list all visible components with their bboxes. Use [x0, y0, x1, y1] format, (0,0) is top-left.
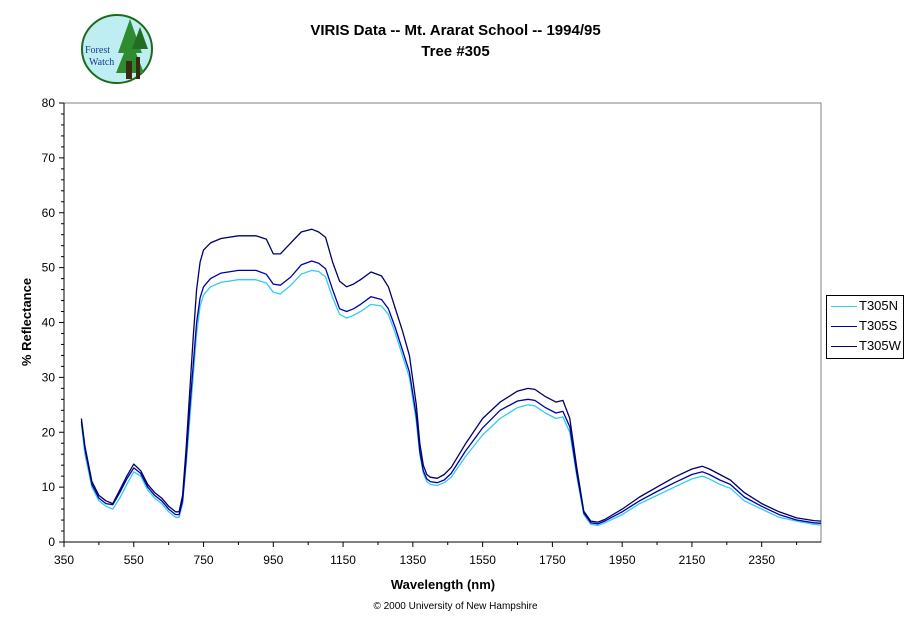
series-line-t305w	[80, 228, 822, 523]
y-tick-label: 50	[42, 261, 56, 275]
x-tick-label: 950	[263, 553, 283, 567]
series-lines	[80, 228, 822, 527]
y-tick-label: 10	[42, 480, 56, 494]
x-tick-label: 1550	[469, 553, 496, 567]
chart-legend: T305N T305S T305W	[826, 295, 904, 359]
x-tick-label: 1950	[609, 553, 636, 567]
x-axis-ticks: 350 550 750 950 1150 1350 1550 1750 1950 2150 2350	[54, 542, 798, 567]
y-tick-label: 30	[42, 370, 56, 384]
legend-swatch-t305w	[831, 346, 857, 347]
logo-text-watch: Watch	[89, 57, 114, 68]
x-tick-label: 350	[54, 553, 74, 567]
series-line-t305n	[80, 269, 822, 527]
forest-watch-logo-graphic: Forest Watch	[81, 14, 153, 84]
x-tick-label: 1350	[399, 553, 426, 567]
y-tick-label: 80	[42, 96, 56, 110]
y-tick-label: 0	[48, 535, 55, 549]
logo-text-forest: Forest	[85, 45, 110, 56]
x-axis-label: Wavelength (nm)	[391, 577, 495, 592]
copyright-footer: © 2000 University of New Hampshire	[373, 601, 538, 612]
x-tick-label: 750	[194, 553, 214, 567]
y-tick-label: 20	[42, 425, 56, 439]
y-tick-label: 70	[42, 151, 56, 165]
legend-item-t305n: T305N	[827, 297, 903, 315]
y-tick-label: 40	[42, 316, 56, 330]
legend-item-t305w: T305W	[827, 337, 903, 355]
x-tick-label: 1150	[330, 553, 356, 567]
chart-subtitle: Tree #305	[421, 43, 490, 60]
chart-title: VIRIS Data -- Mt. Ararat School -- 1994/…	[310, 22, 601, 39]
legend-label-t305w: T305W	[859, 338, 901, 353]
legend-label-t305n: T305N	[859, 298, 899, 313]
y-axis-ticks: 0 10 20 30 40 50 60 70 80	[42, 96, 64, 549]
x-tick-label: 2150	[679, 553, 706, 567]
legend-label-t305s: T305S	[859, 318, 898, 333]
y-tick-label: 60	[42, 206, 56, 220]
forest-watch-logo: Forest Watch	[80, 13, 154, 85]
legend-swatch-t305n	[831, 306, 857, 307]
x-tick-label: 1750	[539, 553, 566, 567]
series-line-t305s	[80, 260, 822, 525]
legend-swatch-t305s	[831, 326, 857, 327]
x-tick-label: 550	[124, 553, 144, 567]
x-tick-label: 2350	[748, 553, 775, 567]
y-axis-label: % Reflectance	[19, 278, 34, 366]
legend-item-t305s: T305S	[827, 317, 903, 335]
